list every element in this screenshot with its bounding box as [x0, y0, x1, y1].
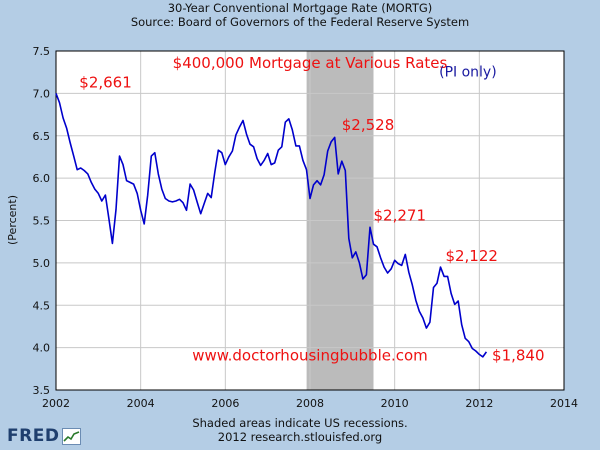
payment-label: $2,661: [79, 73, 131, 91]
payment-label: $2,271: [374, 207, 427, 225]
chart-title: 30-Year Conventional Mortgage Rate (MORT…: [167, 1, 433, 15]
chart-footer: Shaded areas indicate US recessions. 201…: [0, 416, 600, 444]
annotation-heading: $400,000 Mortgage at Various Rates: [173, 54, 448, 72]
x-tick-label: 2002: [42, 397, 70, 410]
annotation-pi-note: (PI only): [439, 64, 497, 80]
y-tick-label: 7.5: [33, 45, 51, 58]
chart-source: Source: Board of Governors of the Federa…: [130, 15, 470, 29]
annotation-layer: $400,000 Mortgage at Various Rates(PI on…: [79, 54, 544, 364]
y-tick-label: 5.5: [33, 215, 51, 228]
watermark-url: www.doctorhousingbubble.com: [192, 346, 428, 364]
y-tick-label: 6.0: [33, 172, 51, 185]
y-tick-label: 3.5: [33, 384, 51, 397]
payment-label: $2,122: [445, 247, 498, 265]
fred-logo[interactable]: FRED: [7, 426, 82, 446]
y-tick-label: 5.0: [33, 257, 51, 270]
chart-header: 30-Year Conventional Mortgage Rate (MORT…: [0, 1, 600, 29]
y-axis-label: (Percent): [6, 195, 19, 245]
copyright-text: 2012 research.stlouisfed.org: [217, 430, 383, 444]
x-tick-label: 2012: [465, 397, 493, 410]
plot-border: [55, 50, 565, 391]
payment-label: $2,528: [342, 116, 395, 134]
x-tick-label: 2008: [296, 397, 324, 410]
x-tick-label: 2010: [381, 397, 409, 410]
series-layer: [55, 93, 488, 358]
x-tick-label: 2004: [127, 397, 155, 410]
payment-label: $1,840: [492, 346, 545, 364]
x-tick-label: 2014: [550, 397, 578, 410]
y-tick-label: 4.5: [33, 299, 51, 312]
chart-trend-icon: [62, 427, 82, 445]
x-tick-label: 2006: [211, 397, 239, 410]
y-tick-label: 7.0: [33, 87, 51, 100]
tick-layer: 2002 2004 2006 2008 2010 2012 2014 3.5 4.0 4.5 5.0…: [33, 45, 579, 410]
series-line-mortg: [55, 93, 488, 358]
recession-note: Shaded areas indicate US recessions.: [192, 416, 408, 430]
fred-logo-text: FRED: [7, 426, 60, 446]
y-tick-label: 4.0: [33, 342, 51, 355]
y-tick-label: 6.5: [33, 130, 51, 143]
